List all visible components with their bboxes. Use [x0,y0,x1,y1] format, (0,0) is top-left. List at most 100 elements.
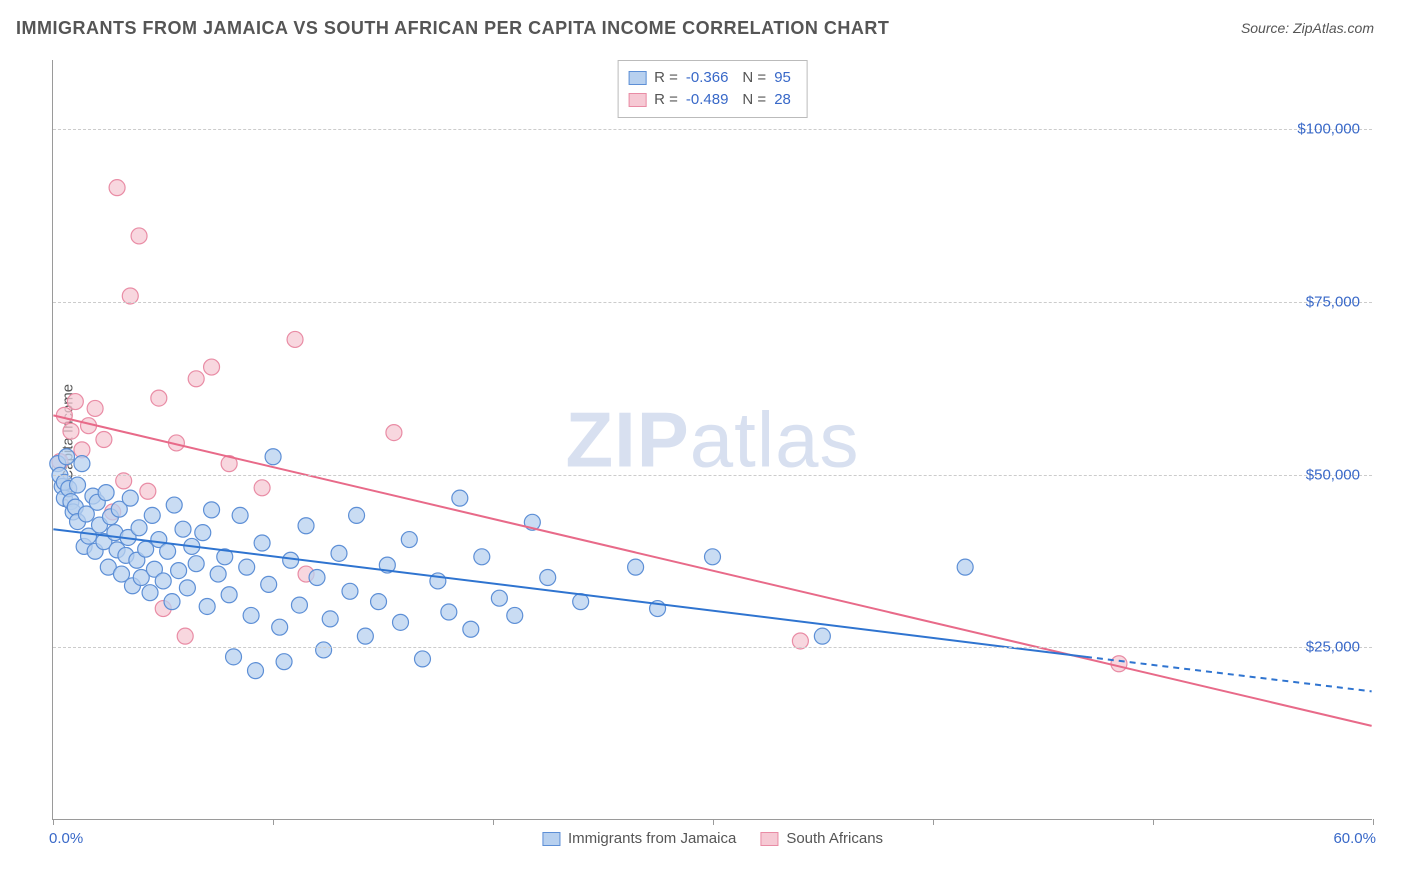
scatter-point-south-africa [96,432,112,448]
correlation-chart: IMMIGRANTS FROM JAMAICA VS SOUTH AFRICAN… [0,0,1406,892]
swatch-jamaica [628,71,646,85]
legend-label-south-africa: South Africans [786,830,883,847]
scatter-point-south-africa [1111,656,1127,672]
scatter-point-south-africa [386,425,402,441]
scatter-point-jamaica [393,614,409,630]
scatter-point-jamaica [401,532,417,548]
scatter-point-jamaica [349,507,365,523]
scatter-point-jamaica [74,456,90,472]
scatter-point-south-africa [87,400,103,416]
scatter-point-jamaica [210,566,226,582]
scatter-point-jamaica [131,520,147,536]
plot-area: ZIPatlas R = -0.366 N = 95 R = -0.489 N … [52,60,1372,820]
scatter-point-south-africa [56,407,72,423]
scatter-point-jamaica [195,525,211,541]
stats-box: R = -0.366 N = 95 R = -0.489 N = 28 [617,60,808,118]
scatter-point-jamaica [160,543,176,559]
scatter-point-south-africa [204,359,220,375]
swatch-south-africa [628,93,646,107]
scatter-point-jamaica [166,497,182,513]
gridline [53,302,1372,303]
scatter-point-jamaica [144,507,160,523]
scatter-point-south-africa [67,394,83,410]
scatter-point-jamaica [243,607,259,623]
scatter-point-jamaica [199,598,215,614]
x-tick [493,819,494,825]
plot-svg [53,60,1372,819]
r-value-south-africa: -0.489 [686,89,729,111]
scatter-point-jamaica [283,552,299,568]
scatter-point-jamaica [331,545,347,561]
scatter-point-jamaica [204,502,220,518]
r-value-jamaica: -0.366 [686,67,729,89]
scatter-point-jamaica [342,583,358,599]
stats-row-south-africa: R = -0.489 N = 28 [628,89,797,111]
legend-label-jamaica: Immigrants from Jamaica [568,830,736,847]
legend: Immigrants from Jamaica South Africans [542,830,883,847]
scatter-point-south-africa [177,628,193,644]
scatter-point-jamaica [261,576,277,592]
regression-line-jamaica-ext [1086,657,1372,692]
y-tick-label: $75,000 [1306,293,1360,310]
chart-title: IMMIGRANTS FROM JAMAICA VS SOUTH AFRICAN… [16,18,889,39]
n-value-south-africa: 28 [774,89,791,111]
swatch-south-africa [760,832,778,846]
scatter-point-jamaica [221,587,237,603]
gridline [53,475,1372,476]
scatter-point-jamaica [98,485,114,501]
y-tick-label: $25,000 [1306,639,1360,656]
chart-source: Source: ZipAtlas.com [1241,20,1374,36]
n-label: N = [742,89,766,111]
x-tick [273,819,274,825]
scatter-point-jamaica [452,490,468,506]
scatter-point-jamaica [70,477,86,493]
scatter-point-jamaica [357,628,373,644]
scatter-point-jamaica [188,556,204,572]
r-label: R = [654,67,678,89]
source-value: ZipAtlas.com [1293,20,1374,36]
stats-row-jamaica: R = -0.366 N = 95 [628,67,797,89]
scatter-point-jamaica [142,585,158,601]
x-tick [713,819,714,825]
scatter-point-jamaica [232,507,248,523]
scatter-point-jamaica [540,570,556,586]
scatter-point-south-africa [151,390,167,406]
scatter-point-jamaica [507,607,523,623]
scatter-point-jamaica [122,490,138,506]
scatter-point-jamaica [164,594,180,610]
scatter-point-jamaica [175,521,191,537]
gridline [53,647,1372,648]
x-tick [1153,819,1154,825]
scatter-point-jamaica [248,663,264,679]
scatter-point-jamaica [59,449,75,465]
scatter-point-jamaica [171,563,187,579]
scatter-point-jamaica [491,590,507,606]
swatch-jamaica [542,832,560,846]
scatter-point-jamaica [272,619,288,635]
scatter-point-jamaica [316,642,332,658]
scatter-point-jamaica [179,580,195,596]
scatter-point-south-africa [140,483,156,499]
r-label: R = [654,89,678,111]
scatter-point-jamaica [239,559,255,575]
n-label: N = [742,67,766,89]
scatter-point-south-africa [63,423,79,439]
scatter-point-jamaica [254,535,270,551]
scatter-point-jamaica [705,549,721,565]
y-tick-label: $100,000 [1297,121,1360,138]
scatter-point-jamaica [414,651,430,667]
scatter-point-jamaica [628,559,644,575]
x-axis-min-label: 0.0% [49,830,83,847]
gridline [53,129,1372,130]
scatter-point-south-africa [131,228,147,244]
legend-item-jamaica: Immigrants from Jamaica [542,830,736,847]
scatter-point-jamaica [322,611,338,627]
scatter-point-jamaica [441,604,457,620]
scatter-point-jamaica [155,573,171,589]
scatter-point-jamaica [309,570,325,586]
legend-item-south-africa: South Africans [760,830,883,847]
n-value-jamaica: 95 [774,67,791,89]
scatter-point-jamaica [276,654,292,670]
scatter-point-south-africa [109,180,125,196]
scatter-point-jamaica [371,594,387,610]
